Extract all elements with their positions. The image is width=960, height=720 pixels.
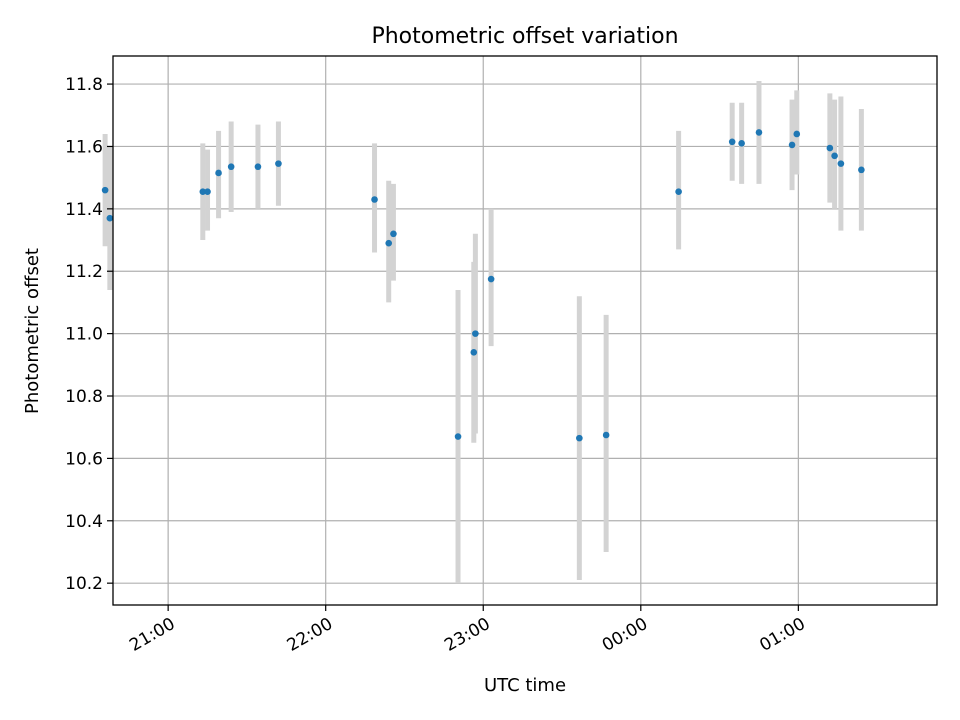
- y-tick-label: 11.0: [65, 325, 103, 345]
- data-point: [199, 188, 207, 195]
- data-point: [831, 152, 838, 160]
- data-point: [826, 144, 834, 152]
- data-point: [728, 138, 736, 146]
- data-point: [227, 163, 235, 171]
- data-point: [576, 434, 583, 442]
- y-tick-label: 11.8: [65, 75, 103, 95]
- data-point: [793, 130, 801, 138]
- chart-title: Photometric offset variation: [371, 24, 678, 49]
- data-point: [755, 129, 763, 136]
- data-point: [472, 330, 479, 337]
- data-point: [385, 239, 393, 247]
- data-point: [371, 196, 378, 203]
- data-point: [454, 433, 462, 440]
- x-axis-label: UTC time: [484, 675, 566, 696]
- data-point: [215, 169, 222, 177]
- grid-lines: [113, 56, 937, 605]
- y-tick-label: 11.6: [65, 137, 103, 157]
- data-points: [101, 129, 865, 442]
- y-tick-label: 10.4: [65, 512, 103, 532]
- data-point: [675, 188, 682, 195]
- y-axis-label: Photometric offset: [22, 248, 43, 414]
- y-tick-label: 10.2: [65, 574, 103, 594]
- data-point: [487, 275, 495, 283]
- data-point: [470, 349, 478, 356]
- data-point: [106, 214, 114, 222]
- y-tick-label: 11.4: [65, 200, 103, 220]
- y-tick-label: 11.2: [65, 262, 103, 282]
- data-point: [101, 186, 109, 194]
- data-point: [275, 160, 282, 167]
- data-point: [788, 141, 796, 149]
- data-point: [390, 230, 397, 238]
- plot-frame: [112, 55, 938, 606]
- data-point: [858, 166, 865, 174]
- y-axis-ticks: 10.2 10.4 10.6 10.8 11.0 11.2 11.4 11.6 11.8: [65, 75, 113, 594]
- y-tick-label: 10.8: [65, 387, 103, 407]
- data-point: [204, 188, 211, 195]
- data-point: [254, 163, 262, 171]
- y-tick-label: 10.6: [65, 449, 103, 469]
- data-point: [738, 140, 745, 147]
- data-point: [602, 431, 610, 439]
- data-point: [837, 160, 845, 167]
